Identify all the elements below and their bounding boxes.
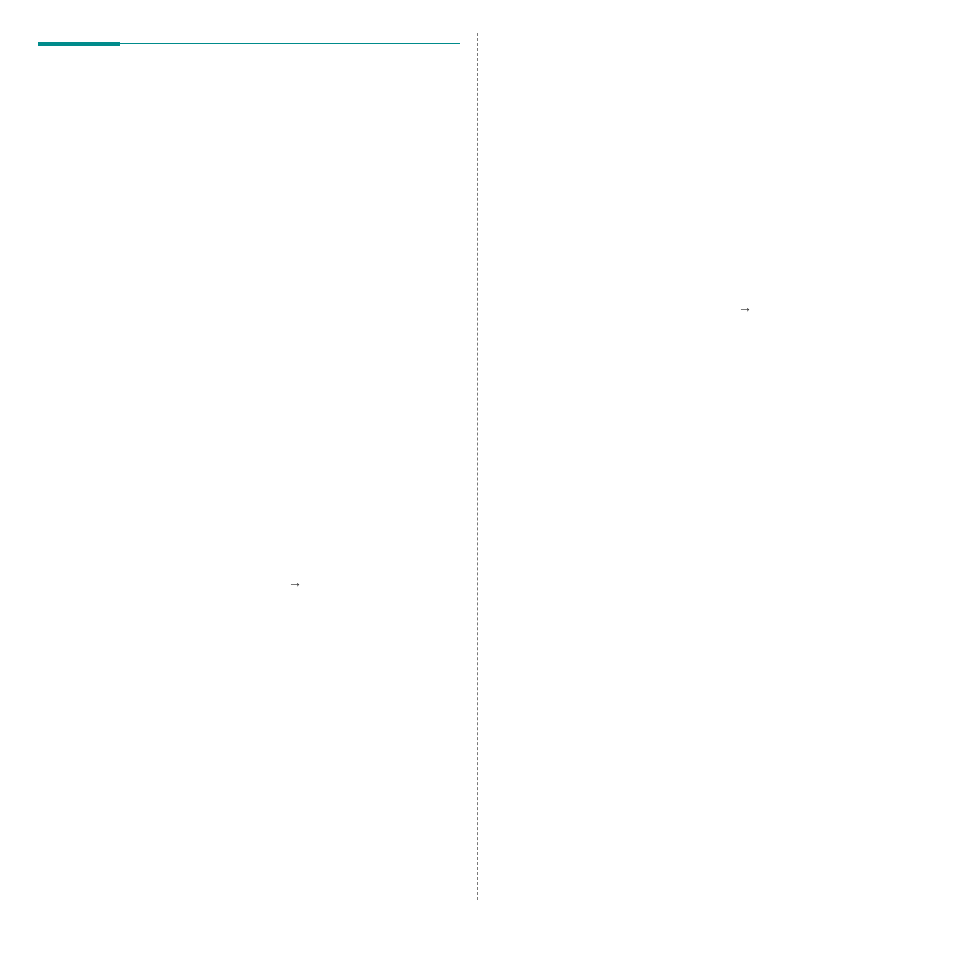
arrow-right-icon: → [288, 575, 302, 589]
vertical-divider-dashed [477, 33, 478, 900]
horizontal-rule-thick [38, 42, 120, 46]
canvas: → → [0, 0, 954, 954]
arrow-right-icon: → [738, 300, 752, 314]
horizontal-rule-thin [120, 43, 460, 44]
